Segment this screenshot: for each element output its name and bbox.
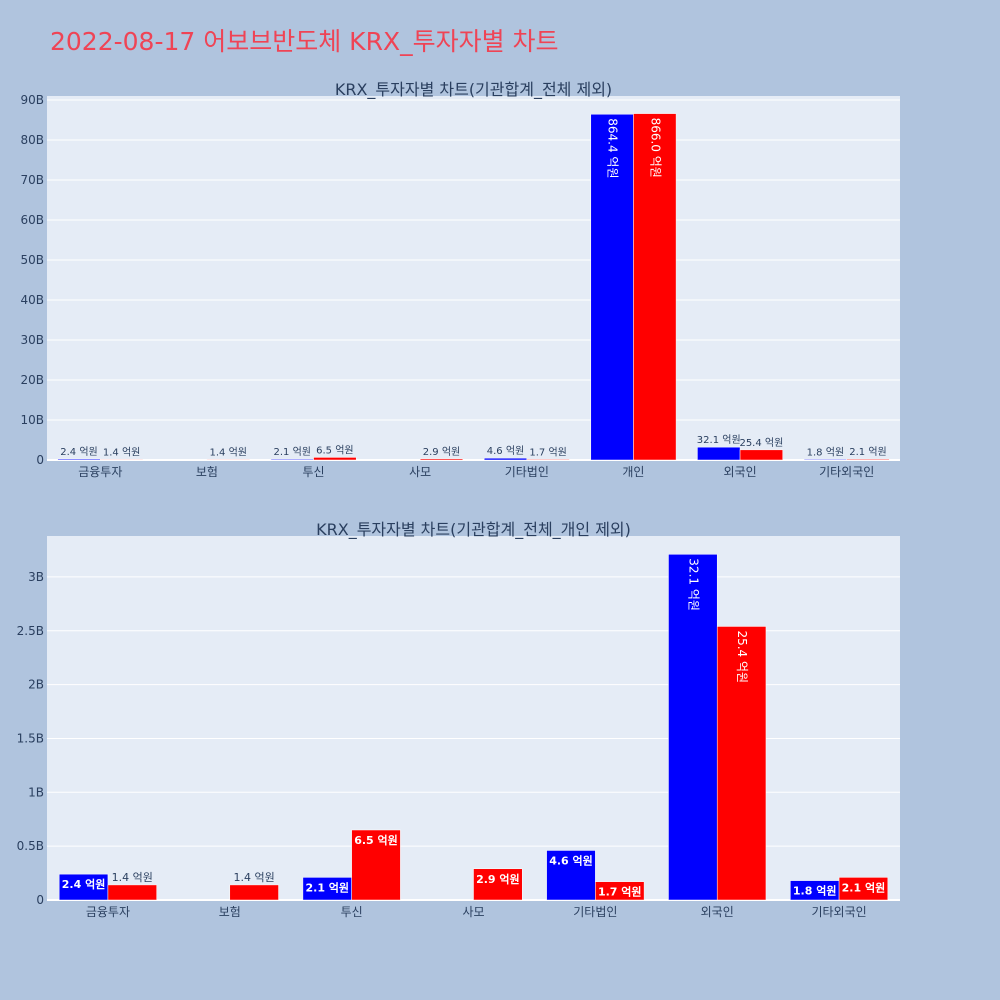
value-label: 866.0 억원	[648, 118, 662, 178]
y-tick-label: 3B	[28, 570, 44, 584]
x-tick-label: 금융투자	[78, 465, 122, 479]
bar	[526, 459, 570, 461]
value-label: 864.4 억원	[606, 118, 620, 178]
x-tick-label: 보험	[219, 905, 241, 919]
bar	[846, 458, 890, 461]
page-title: 2022-08-17 어보브반도체 KRX_투자자별 차트	[50, 27, 559, 56]
value-label: 4.6 억원	[549, 853, 593, 867]
y-tick-label: 60B	[20, 213, 44, 227]
value-label: 32.1 억원	[686, 558, 700, 611]
y-tick-label: 40B	[20, 293, 44, 307]
bar	[838, 877, 889, 901]
bar	[107, 884, 157, 901]
bar	[739, 449, 783, 461]
bar	[419, 458, 464, 461]
value-label: 2.9 억원	[423, 446, 460, 458]
bar	[473, 868, 523, 901]
x-tick-label: 외국인	[724, 465, 757, 479]
value-label: 2.9 억원	[476, 872, 520, 886]
y-tick-label: 50B	[20, 253, 44, 267]
chart-2: KRX_투자자별 차트(기관합계_전체_개인 제외) 0 0.5B 1B 1.5B 2B 2…	[17, 520, 900, 919]
y-tick-label: 0	[36, 453, 44, 467]
x-tick-label: 외국인	[701, 905, 734, 919]
bar	[595, 881, 645, 901]
value-label: 2.1 억원	[849, 446, 886, 458]
value-label: 6.5 억원	[354, 833, 398, 847]
bar	[716, 626, 767, 901]
value-label: 4.6 억원	[487, 445, 524, 457]
bar	[229, 884, 279, 901]
y-tick-label: 90B	[20, 93, 44, 107]
value-label: 6.5 억원	[316, 444, 353, 456]
x-tick-label: 기타법인	[573, 905, 617, 919]
bar	[668, 554, 718, 901]
x-tick-label: 보험	[196, 465, 218, 479]
plot-area	[47, 536, 900, 900]
bar	[206, 459, 250, 461]
chart-title: KRX_투자자별 차트(기관합계_전체_개인 제외)	[316, 520, 631, 540]
x-tick-label: 개인	[622, 465, 644, 479]
bar	[633, 113, 677, 461]
value-label: 1.8 억원	[793, 884, 837, 898]
value-label: 2.4 억원	[62, 877, 106, 891]
x-tick-label: 기타외국인	[811, 905, 866, 919]
y-tick-label: 80B	[20, 133, 44, 147]
bar	[351, 829, 401, 901]
y-tick-label: 30B	[20, 333, 44, 347]
value-label: 1.7 억원	[598, 885, 642, 899]
value-label: 1.8 억원	[807, 446, 844, 458]
x-tick-label: 금융투자	[86, 905, 130, 919]
y-tick-label: 0.5B	[17, 839, 44, 853]
x-tick-label: 투신	[303, 465, 325, 479]
value-label: 32.1 억원	[697, 434, 741, 446]
y-tick-label: 0	[36, 893, 44, 907]
bar	[546, 850, 596, 901]
value-label: 2.1 억원	[305, 880, 349, 894]
bar	[590, 113, 634, 461]
x-tick-label: 사모	[409, 465, 431, 479]
y-tick-label: 2B	[28, 678, 44, 692]
value-label: 25.4 억원	[739, 437, 783, 449]
y-tick-label: 1B	[28, 785, 44, 799]
y-tick-label: 20B	[20, 373, 44, 387]
x-tick-label: 기타외국인	[819, 465, 874, 479]
chart-1: KRX_투자자별 차트(기관합계_전체 제외) 0 10B 20B 30B 40B 50B 6…	[20, 80, 900, 479]
chart-title: KRX_투자자별 차트(기관합계_전체 제외)	[335, 80, 612, 100]
y-tick-label: 2.5B	[17, 624, 44, 638]
value-label: 2.1 억원	[273, 446, 310, 458]
value-label: 1.4 억원	[210, 446, 247, 458]
y-tick-label: 10B	[20, 413, 44, 427]
y-tick-label: 1.5B	[17, 731, 44, 745]
y-tick-label: 70B	[20, 173, 44, 187]
value-label: 1.7 억원	[529, 446, 566, 458]
value-label: 2.1 억원	[842, 880, 886, 894]
value-label: 1.4 억원	[234, 871, 275, 884]
plot-area	[47, 96, 900, 460]
x-tick-label: 기타법인	[505, 465, 549, 479]
value-label: 25.4 억원	[735, 630, 749, 683]
value-label: 2.4 억원	[60, 446, 97, 458]
x-tick-label: 사모	[462, 905, 484, 919]
bar	[58, 873, 109, 901]
bar	[100, 459, 144, 461]
bar	[313, 457, 357, 461]
x-tick-label: 투신	[341, 905, 363, 919]
value-label: 1.4 억원	[103, 446, 140, 458]
value-label: 1.4 억원	[112, 871, 153, 884]
